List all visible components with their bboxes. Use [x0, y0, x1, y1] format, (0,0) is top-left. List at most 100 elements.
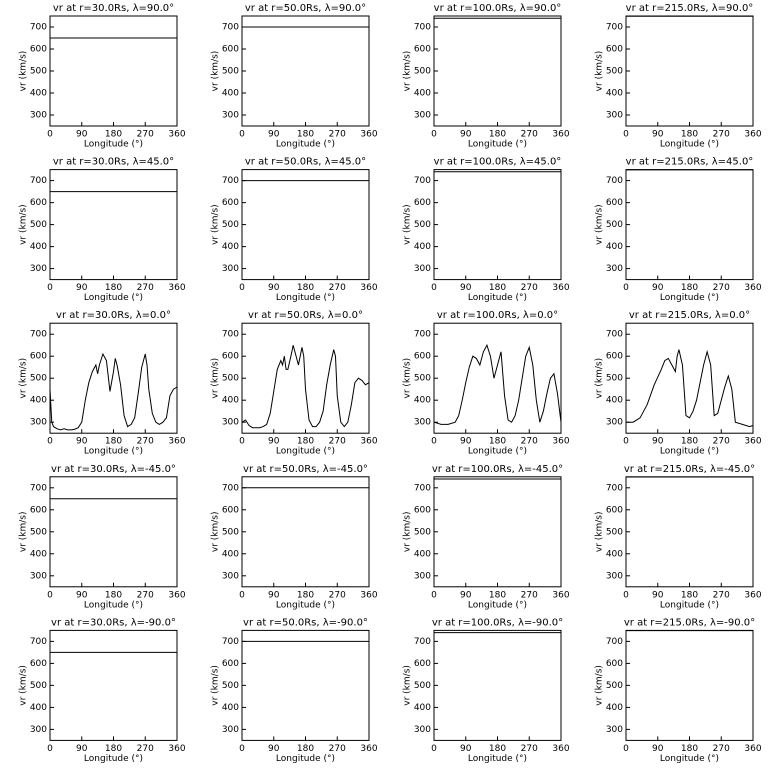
- x-tick-label: 360: [360, 437, 377, 447]
- y-axis-label: vr (km/s): [403, 665, 413, 706]
- plot-frame: [625, 15, 754, 127]
- x-tick-label: 0: [431, 437, 437, 447]
- y-tick-label: 600: [222, 659, 239, 669]
- y-tick-label: 500: [414, 220, 431, 230]
- x-tick-label: 270: [521, 437, 538, 447]
- y-tick-label: 400: [30, 396, 47, 406]
- y-tick-label: 600: [30, 505, 47, 515]
- x-tick-label: 90: [652, 437, 664, 447]
- x-tick-label: 180: [681, 130, 698, 140]
- y-tick-label: 600: [222, 352, 239, 362]
- x-tick-label: 270: [713, 130, 730, 140]
- x-tick-label: 180: [297, 744, 314, 754]
- x-tick-label: 360: [552, 283, 569, 293]
- x-tick-label: 270: [329, 437, 346, 447]
- y-axis-label: vr (km/s): [595, 665, 605, 706]
- x-tick-label: 0: [623, 744, 629, 754]
- x-tick-label: 180: [681, 283, 698, 293]
- x-axis-label: Longitude (°): [276, 140, 335, 150]
- y-tick-label: 500: [30, 220, 47, 230]
- x-tick-label: 0: [431, 283, 437, 293]
- x-tick-label: 270: [713, 590, 730, 600]
- x-tick-label: 0: [239, 437, 245, 447]
- chart-title: vr at r=50.0Rs, λ=90.0°: [245, 3, 366, 14]
- x-axis-label: Longitude (°): [84, 140, 143, 150]
- x-tick-label: 0: [431, 744, 437, 754]
- chart-title: vr at r=215.0Rs, λ=0.0°: [629, 310, 750, 321]
- y-tick-label: 600: [222, 505, 239, 515]
- x-tick-label: 270: [329, 130, 346, 140]
- y-axis-label: vr (km/s): [211, 204, 221, 245]
- chart-title: vr at r=100.0Rs, λ=-45.0°: [432, 464, 563, 475]
- chart-title: vr at r=100.0Rs, λ=0.0°: [437, 310, 558, 321]
- plot-frame: [49, 322, 178, 434]
- y-tick-label: 300: [30, 111, 47, 121]
- data-line: [241, 345, 370, 429]
- x-tick-label: 270: [521, 590, 538, 600]
- chart-title: vr at r=100.0Rs, λ=90.0°: [434, 3, 562, 14]
- x-axis-label: Longitude (°): [468, 754, 527, 764]
- y-tick-label: 300: [414, 111, 431, 121]
- x-tick-label: 90: [76, 283, 88, 293]
- y-tick-label: 700: [606, 176, 623, 186]
- chart-title: vr at r=215.0Rs, λ=90.0°: [626, 3, 754, 14]
- plot-frame: [49, 15, 178, 127]
- y-tick-label: 500: [222, 527, 239, 537]
- data-line: [433, 343, 562, 425]
- y-tick-label: 400: [30, 549, 47, 559]
- x-tick-label: 360: [360, 744, 377, 754]
- y-tick-label: 300: [222, 111, 239, 121]
- chart-title: vr at r=100.0Rs, λ=-90.0°: [432, 617, 563, 628]
- x-tick-label: 0: [47, 283, 53, 293]
- x-tick-label: 90: [460, 283, 472, 293]
- y-tick-label: 700: [30, 176, 47, 186]
- plot-frame: [241, 322, 370, 434]
- y-tick-label: 700: [606, 483, 623, 493]
- y-tick-label: 500: [222, 374, 239, 384]
- chart-title: vr at r=50.0Rs, λ=-90.0°: [243, 617, 368, 628]
- x-tick-label: 360: [744, 130, 761, 140]
- chart-title: vr at r=100.0Rs, λ=45.0°: [434, 157, 562, 168]
- x-tick-label: 180: [489, 590, 506, 600]
- x-tick-label: 360: [552, 744, 569, 754]
- y-tick-label: 400: [414, 242, 431, 252]
- y-tick-label: 600: [606, 198, 623, 208]
- y-tick-label: 600: [606, 505, 623, 515]
- y-axis-label: vr (km/s): [595, 204, 605, 245]
- x-tick-label: 360: [552, 590, 569, 600]
- x-tick-label: 360: [168, 590, 185, 600]
- x-tick-label: 180: [681, 590, 698, 600]
- x-tick-label: 90: [652, 130, 664, 140]
- x-tick-label: 180: [105, 283, 122, 293]
- x-tick-label: 180: [105, 590, 122, 600]
- y-tick-label: 400: [222, 396, 239, 406]
- y-tick-label: 400: [222, 703, 239, 713]
- x-tick-label: 90: [460, 130, 472, 140]
- y-tick-label: 400: [222, 549, 239, 559]
- x-tick-label: 90: [268, 437, 280, 447]
- plot-frame: [241, 476, 370, 588]
- y-tick-label: 700: [222, 330, 239, 340]
- x-tick-label: 360: [552, 130, 569, 140]
- x-tick-label: 0: [239, 130, 245, 140]
- x-axis-label: Longitude (°): [468, 140, 527, 150]
- chart-title: vr at r=50.0Rs, λ=-45.0°: [243, 464, 368, 475]
- y-tick-label: 400: [606, 703, 623, 713]
- plot-frame: [49, 169, 178, 281]
- x-tick-label: 0: [239, 590, 245, 600]
- data-line: [49, 352, 178, 431]
- y-tick-label: 700: [606, 23, 623, 33]
- x-tick-label: 90: [460, 437, 472, 447]
- plot-frame: [433, 476, 562, 588]
- y-tick-label: 600: [414, 659, 431, 669]
- y-tick-label: 500: [222, 220, 239, 230]
- x-tick-label: 270: [329, 744, 346, 754]
- x-tick-label: 180: [105, 744, 122, 754]
- x-tick-label: 270: [521, 283, 538, 293]
- y-tick-label: 700: [222, 637, 239, 647]
- x-tick-label: 180: [297, 283, 314, 293]
- x-axis-label: Longitude (°): [660, 293, 719, 303]
- y-tick-label: 300: [222, 725, 239, 735]
- x-tick-label: 0: [239, 283, 245, 293]
